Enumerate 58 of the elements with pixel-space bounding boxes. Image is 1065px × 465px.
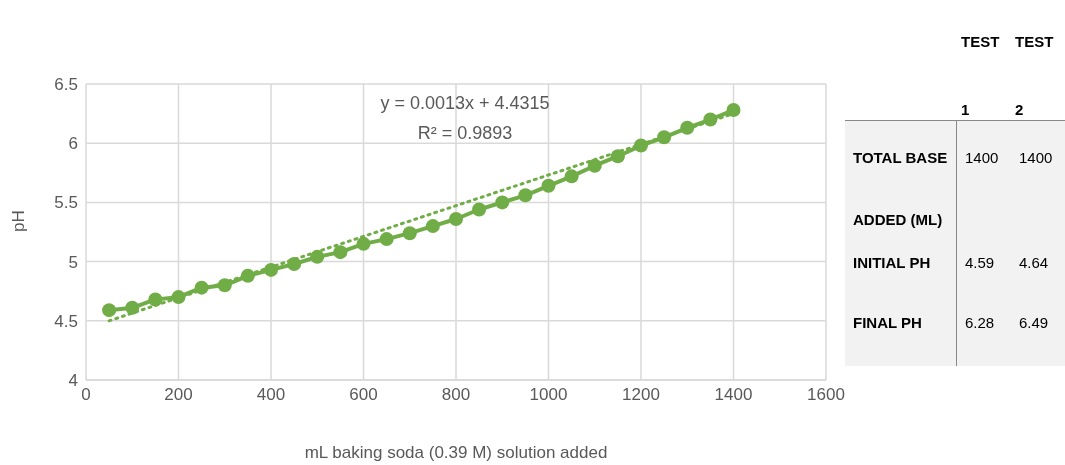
point [449,211,463,226]
point [680,120,695,135]
text: 1400 [1018,148,1054,168]
y-tick-label: 5.5 [54,193,78,213]
point [102,303,117,318]
point [518,188,533,203]
point [240,268,255,283]
point [495,195,510,210]
text: FINAL PH [845,306,957,366]
point [657,130,672,145]
x-tick-label: 200 [164,385,193,405]
y-tick-label: 6.5 [54,75,78,95]
point [194,280,209,295]
text: TEST 1 [961,33,1000,118]
point [587,158,602,173]
point [726,103,741,118]
point [703,112,718,127]
x-tick-label: 0 [81,385,91,405]
text: TOTAL BASE ADDED (ML) [853,149,948,228]
text: 4.59 [964,253,996,273]
text: 6.49 [1018,313,1050,333]
x-tick-label: 1000 [529,385,568,405]
y-tick-label: 4.5 [54,311,78,331]
y-tick-label: 4 [68,371,78,391]
point [541,178,556,193]
point [217,278,232,293]
x-tick-label: 1200 [622,385,660,405]
point [564,169,579,184]
point [356,236,371,251]
point [333,245,348,260]
annotation: R² = 0.9893 [416,123,514,144]
point [264,262,278,277]
x-axis-title: mL baking soda (0.39 M) solution added [304,443,608,462]
point [610,149,625,164]
x-tick-label: 1400 [714,385,753,405]
point [425,219,440,234]
point [634,138,648,153]
text: INITIAL PH [845,246,957,306]
point [402,226,417,241]
point [171,290,186,305]
y-tick-label: 5 [68,252,78,272]
point [379,232,394,247]
text: 1400 [964,148,1000,168]
point [148,292,163,307]
text: 4.64 [1018,253,1050,273]
point [310,249,325,264]
y-tick-label: 6 [68,134,78,154]
x-tick-label: 600 [349,385,378,405]
point [472,202,487,217]
x-tick-label: 400 [256,385,286,405]
y-axis-title: pH [9,210,29,232]
x-tick-label: 800 [441,385,471,405]
x-tick-label: 1600 [807,385,845,405]
annotation: y = 0.0013x + 4.4315 [379,93,551,114]
text: TEST 2 [1015,33,1054,118]
point [125,300,140,315]
text: 6.28 [964,313,996,333]
point [287,256,302,271]
